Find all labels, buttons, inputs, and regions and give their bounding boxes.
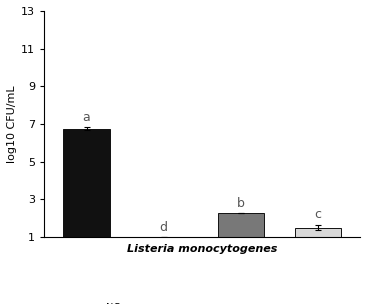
Bar — [295, 228, 341, 237]
Bar — [63, 129, 110, 237]
Bar — [218, 212, 264, 237]
Text: c: c — [314, 208, 321, 221]
Legend: NC, CM_B824, CM_B827, CM_B829: NC, CM_B824, CM_B827, CM_B829 — [91, 299, 313, 304]
Y-axis label: log10 CFU/mL: log10 CFU/mL — [7, 85, 17, 163]
Text: a: a — [83, 111, 90, 124]
Text: b: b — [237, 197, 244, 210]
Text: d: d — [160, 222, 168, 234]
X-axis label: Listeria monocytogenes: Listeria monocytogenes — [127, 244, 277, 254]
